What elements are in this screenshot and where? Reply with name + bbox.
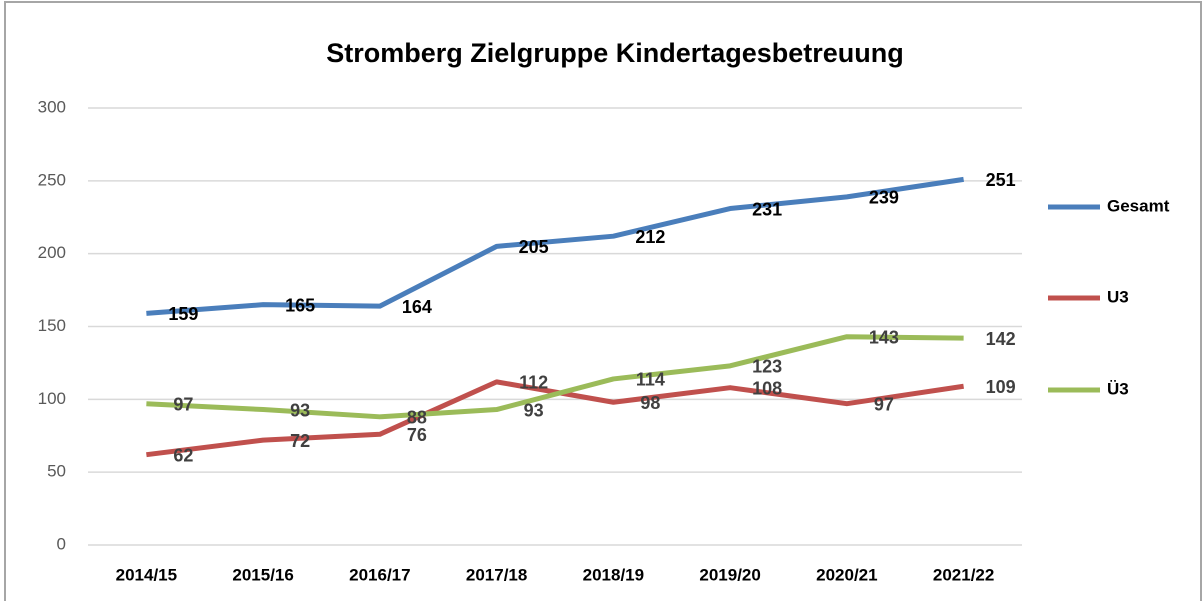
x-tick-label: 2017/18 <box>466 565 527 584</box>
data-label: 98 <box>640 393 660 413</box>
series-line <box>146 334 964 420</box>
y-tick-label: 50 <box>47 462 66 481</box>
data-label: 76 <box>407 425 427 445</box>
x-tick-label: 2020/21 <box>816 565 877 584</box>
y-tick-label: 300 <box>38 97 66 116</box>
y-tick-label: 100 <box>38 389 66 408</box>
data-label: 205 <box>519 237 549 257</box>
legend-label: Ü3 <box>1107 379 1129 398</box>
chart-title: Stromberg Zielgruppe Kindertagesbetreuun… <box>326 38 904 68</box>
data-label: 112 <box>519 373 548 393</box>
data-label: 97 <box>173 394 193 414</box>
data-label: 93 <box>524 400 544 420</box>
x-tick-label: 2019/20 <box>699 565 760 584</box>
data-label: 164 <box>402 297 432 317</box>
data-label: 72 <box>290 431 310 451</box>
chart-frame <box>4 1 1202 606</box>
y-tick-label: 200 <box>38 243 66 262</box>
data-label: 114 <box>636 370 665 390</box>
legend-label: U3 <box>1107 287 1129 306</box>
data-label: 88 <box>407 408 427 428</box>
series-line <box>146 176 964 316</box>
data-label: 212 <box>635 227 665 247</box>
legend-label: Gesamt <box>1107 196 1170 215</box>
data-label: 143 <box>869 327 899 347</box>
data-label: 109 <box>986 377 1016 397</box>
data-label: 123 <box>752 357 782 377</box>
x-tick-label: 2018/19 <box>583 565 644 584</box>
y-tick-label: 0 <box>57 534 66 553</box>
data-label: 251 <box>986 170 1016 190</box>
y-tick-label: 250 <box>38 170 66 189</box>
x-tick-label: 2021/22 <box>933 565 994 584</box>
data-label: 231 <box>752 199 782 219</box>
x-tick-label: 2015/16 <box>232 565 293 584</box>
x-tick-label: 2016/17 <box>349 565 410 584</box>
data-label: 97 <box>874 394 894 414</box>
x-tick-label: 2014/15 <box>116 565 177 584</box>
data-label: 165 <box>285 295 315 315</box>
data-label: 159 <box>168 304 198 324</box>
data-label: 62 <box>173 445 193 465</box>
data-label: 108 <box>752 378 782 398</box>
data-label: 93 <box>290 400 310 420</box>
data-label: 239 <box>869 188 899 208</box>
y-tick-label: 150 <box>38 316 66 335</box>
data-label: 142 <box>986 329 1016 349</box>
